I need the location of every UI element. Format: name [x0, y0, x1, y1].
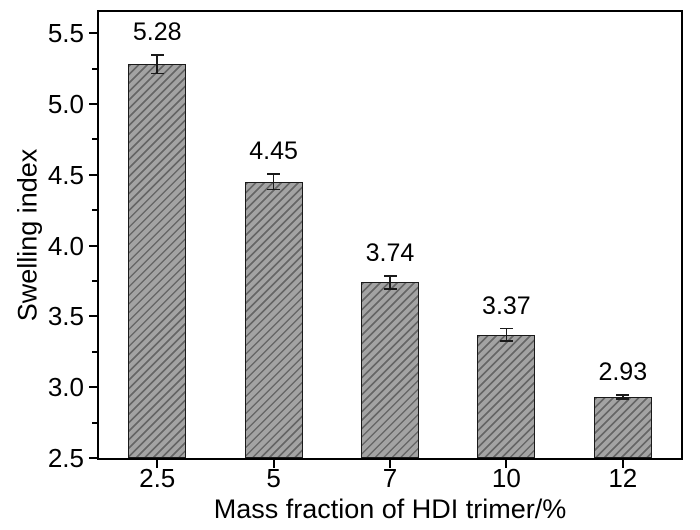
- y-tick-label: 4.0: [47, 230, 84, 261]
- y-axis-tick: [89, 173, 97, 176]
- y-axis-minor-tick: [92, 350, 97, 353]
- bar: [244, 181, 303, 458]
- error-bar: [272, 173, 275, 191]
- y-axis-minor-tick: [92, 138, 97, 141]
- y-axis-tick: [89, 457, 97, 459]
- bar-value-label: 2.93: [598, 358, 648, 387]
- y-tick-label: 2.5: [47, 443, 84, 473]
- bar: [128, 64, 187, 458]
- y-axis-minor-tick: [92, 209, 97, 212]
- bar-value-label: 4.45: [249, 137, 298, 166]
- error-bar-cap-top: [150, 54, 164, 56]
- error-bar-cap-bottom: [267, 188, 281, 191]
- error-bar: [389, 275, 391, 290]
- bar: [477, 334, 536, 458]
- x-axis-tick: [621, 460, 624, 468]
- x-axis-tick: [156, 460, 159, 468]
- y-axis-tick: [89, 103, 97, 106]
- bar: [361, 282, 419, 458]
- error-bar-cap-top: [616, 394, 630, 396]
- plot-area: 5.28 4.45 3.74 3.37 2.93: [97, 10, 683, 460]
- y-tick-label: 5.0: [47, 89, 84, 120]
- error-bar: [622, 394, 624, 400]
- error-bar-cap-bottom: [150, 72, 164, 75]
- x-tick-label: 7: [382, 463, 398, 493]
- x-tick-label: 2.5: [139, 463, 176, 493]
- x-axis-tick: [505, 460, 508, 468]
- x-tick-label: 10: [491, 463, 521, 493]
- bar-value-label: 3.74: [365, 239, 415, 268]
- y-tick-label: 4.5: [47, 159, 84, 190]
- x-axis-tick: [389, 460, 391, 468]
- error-bar-cap-top: [383, 275, 397, 277]
- error-bar-cap-bottom: [383, 288, 397, 290]
- y-axis-tick: [89, 386, 97, 389]
- x-axis-tick: [272, 460, 275, 468]
- y-axis-tick: [89, 32, 97, 35]
- y-tick-label: 3.5: [47, 301, 84, 332]
- y-axis-tick: [89, 244, 97, 247]
- x-axis-label: Mass fraction of HDI trimer/%: [213, 494, 567, 524]
- bar-value-label: 3.37: [482, 291, 531, 320]
- x-tick-label: 12: [608, 463, 638, 493]
- error-bar-cap-top: [267, 173, 281, 175]
- error-bar-cap-bottom: [616, 398, 630, 400]
- bar-value-label: 5.28: [132, 18, 182, 47]
- error-bar-cap-bottom: [499, 340, 513, 342]
- y-tick-label: 3.0: [47, 372, 84, 403]
- y-axis-minor-tick: [92, 67, 97, 70]
- error-bar-cap-top: [499, 327, 513, 330]
- y-tick-label: 5.5: [47, 18, 84, 49]
- y-axis-minor-tick: [92, 421, 97, 424]
- x-tick-label: 5: [266, 463, 281, 493]
- y-axis-minor-tick: [92, 280, 97, 283]
- bar: [593, 397, 652, 458]
- error-bar: [156, 54, 158, 75]
- y-axis-tick: [89, 315, 97, 318]
- error-bar: [505, 327, 508, 342]
